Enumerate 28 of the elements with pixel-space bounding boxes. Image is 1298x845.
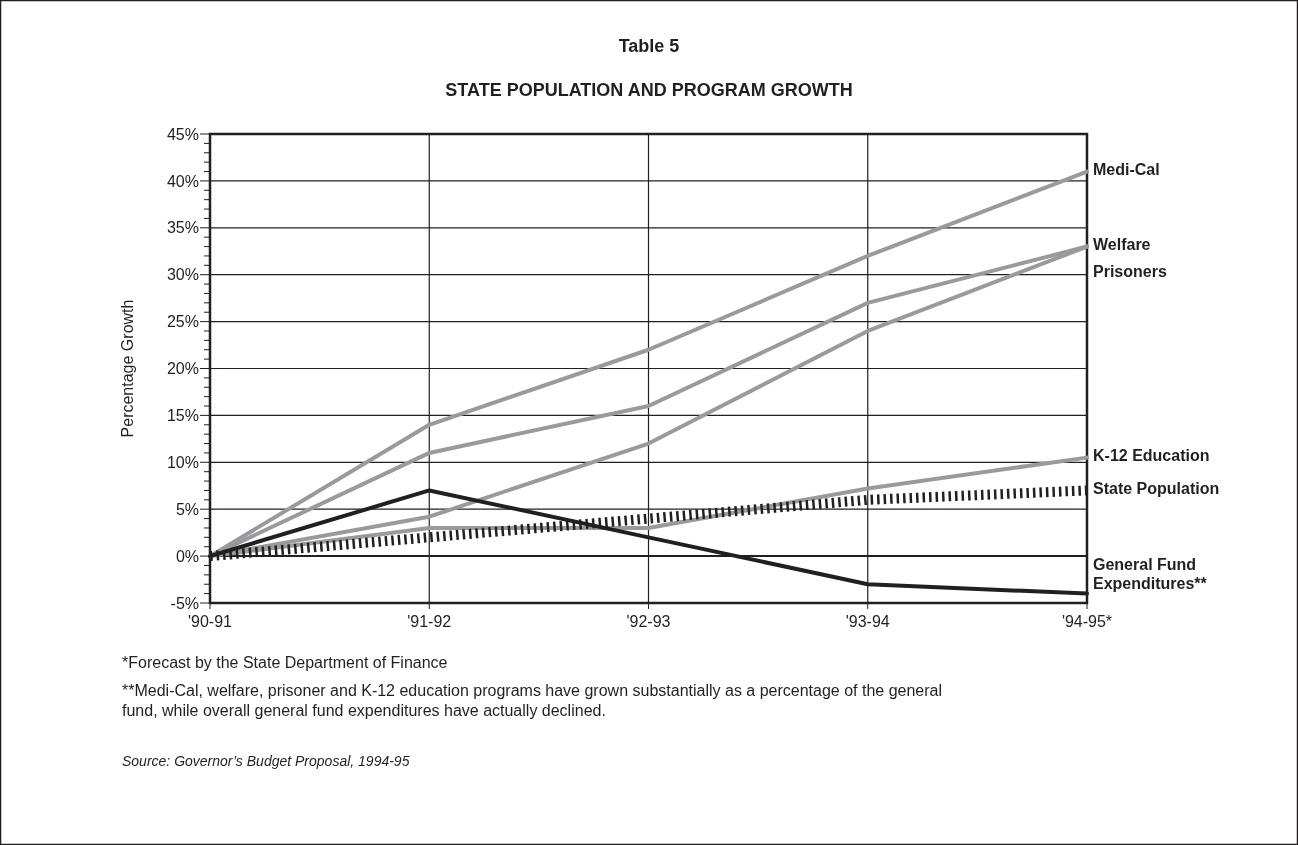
series-label: K-12 Education [1093, 446, 1210, 464]
y-axis-title: Percentage Growth [119, 299, 136, 438]
y-tick-label: 30% [166, 266, 199, 284]
chart-title: Table 5 [618, 36, 680, 56]
y-tick-label: -5% [170, 594, 199, 612]
source-note: Source: Governor’s Budget Proposal, 1994-95 [122, 753, 410, 769]
y-tick-label: 35% [166, 219, 199, 237]
x-tick-label: '93-94 [845, 613, 890, 630]
x-tick-label: '94-95* [1061, 613, 1113, 630]
series-label: Welfare [1093, 235, 1151, 253]
y-tick-label: 40% [166, 172, 199, 190]
series-label: Medi-Cal [1093, 160, 1160, 178]
text: **Medi-Cal, welfare, prisoner and K-12 education programs have grown substantially as a percentage of the general fund, while overall general fund expenditures have actually declined. [122, 682, 943, 719]
y-tick-label: 20% [166, 360, 199, 378]
x-tick-label: '92-93 [626, 613, 671, 630]
y-tick-label: 0% [175, 547, 199, 565]
series-label: State Population [1093, 479, 1220, 497]
x-tick-label: '90-91 [188, 613, 233, 630]
series-label: General Fund Expenditures** [1093, 556, 1208, 593]
chart-subtitle: STATE POPULATION AND PROGRAM GROWTH [445, 80, 853, 100]
text: *Forecast by the State Department of Finance [122, 654, 448, 671]
y-tick-label: 5% [175, 500, 199, 518]
y-tick-label: 10% [166, 453, 199, 471]
series-label: Prisoners [1093, 262, 1167, 280]
x-tick-label: '91-92 [407, 613, 452, 630]
y-tick-label: 45% [166, 125, 199, 143]
y-tick-label: 15% [166, 407, 199, 424]
y-tick-label: 25% [166, 313, 199, 331]
